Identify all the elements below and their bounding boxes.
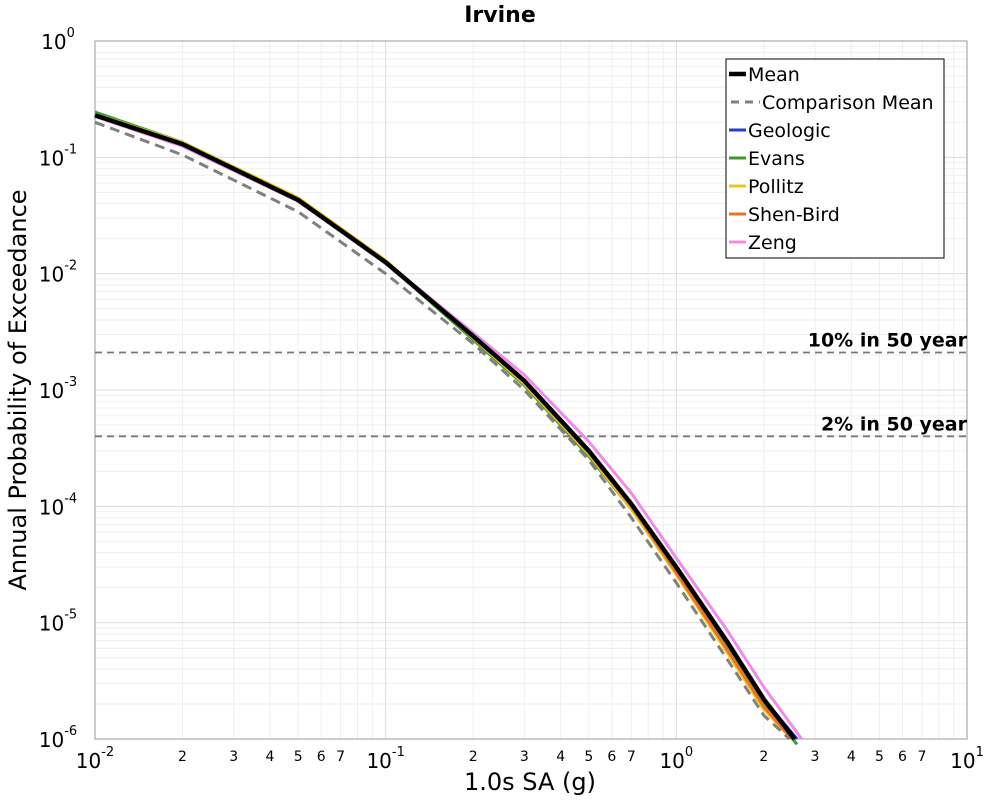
x-axis-label: 1.0s SA (g) <box>464 768 596 796</box>
y-axis-label: Annual Probability of Exceedance <box>4 189 32 590</box>
series-line-mean <box>94 113 797 741</box>
x-minor-tick-label: 5 <box>294 749 303 765</box>
x-minor-tick-label: 6 <box>317 749 326 765</box>
y-tick-label: 10-6 <box>39 724 77 752</box>
series-line-comparison-mean <box>94 120 791 741</box>
x-minor-tick-label: 4 <box>556 749 565 765</box>
x-tick-exponent: -1 <box>392 745 405 760</box>
y-tick-label: 100 <box>41 26 75 54</box>
x-minor-tick-label: 3 <box>520 749 529 765</box>
y-tick-exponent: -4 <box>64 491 77 506</box>
y-tick-label: 10-4 <box>39 491 77 519</box>
x-tick-label: 100 <box>659 745 693 773</box>
x-tick-label: 10-2 <box>76 745 114 773</box>
legend-entry: Shen-Bird <box>748 204 840 226</box>
x-minor-tick-label: 3 <box>229 749 238 765</box>
x-minor-tick-label: 3 <box>811 749 820 765</box>
x-minor-tick-label: 6 <box>898 749 907 765</box>
x-tick-exponent: 1 <box>976 745 984 760</box>
x-minor-tick-label: 7 <box>627 749 636 765</box>
y-tick-exponent: -6 <box>64 724 77 739</box>
y-tick-label: 10-1 <box>39 142 77 170</box>
x-minor-tick-label: 7 <box>918 749 927 765</box>
x-minor-tick-label: 7 <box>336 749 345 765</box>
legend-box <box>725 58 945 259</box>
x-minor-tick-label: 5 <box>875 749 884 765</box>
plot-frame <box>94 40 968 740</box>
y-tick-base: 10 <box>41 30 66 54</box>
x-tick-exponent: 0 <box>685 745 693 760</box>
x-tick-label: 10-1 <box>366 745 404 773</box>
x-tick-base: 10 <box>950 749 975 773</box>
x-minor-tick-label: 2 <box>178 749 187 765</box>
reference-line-label: 10% in 50 year <box>808 330 968 352</box>
x-minor-tick-label: 4 <box>847 749 856 765</box>
y-tick-label: 10-2 <box>39 259 77 287</box>
x-tick-base: 10 <box>366 749 391 773</box>
y-tick-base: 10 <box>39 495 64 519</box>
legend: Mean Comparison Mean Geologic Evans Pollitz S… <box>725 58 945 259</box>
legend-entry: Comparison Mean <box>762 92 934 114</box>
reference-line-label: 2% in 50 year <box>821 413 968 435</box>
legend-entry: Geologic <box>748 120 831 142</box>
y-tick-label: 10-5 <box>39 608 77 636</box>
chart-title: Irvine <box>464 3 536 28</box>
x-minor-tick-label: 6 <box>607 749 616 765</box>
legend-entry: Zeng <box>748 232 797 254</box>
x-minor-tick-label: 2 <box>469 749 478 765</box>
x-minor-tick-label: 5 <box>584 749 593 765</box>
legend-entry: Pollitz <box>748 176 804 198</box>
reference-lines: 10% in 50 year 2% in 50 year <box>95 330 968 438</box>
y-tick-base: 10 <box>39 379 64 403</box>
y-tick-exponent: -1 <box>64 142 77 157</box>
legend-entry: Mean <box>748 64 800 86</box>
x-tick-label: 101 <box>950 745 984 773</box>
y-tick-label: 10-3 <box>39 375 77 403</box>
x-tick-exponent: -2 <box>101 745 114 760</box>
y-tick-exponent: -3 <box>64 375 77 390</box>
y-tick-base: 10 <box>39 146 64 170</box>
x-tick-base: 10 <box>659 749 684 773</box>
x-minor-tick-label: 2 <box>759 749 768 765</box>
y-tick-base: 10 <box>39 728 64 752</box>
y-tick-base: 10 <box>39 263 64 287</box>
y-tick-exponent: -5 <box>64 608 77 623</box>
y-tick-base: 10 <box>39 612 64 636</box>
y-tick-exponent: 0 <box>67 26 75 41</box>
legend-entry: Evans <box>748 148 805 170</box>
x-tick-base: 10 <box>76 749 101 773</box>
series-layer <box>94 110 803 746</box>
x-minor-tick-label: 4 <box>266 749 275 765</box>
y-tick-exponent: -2 <box>64 259 77 274</box>
